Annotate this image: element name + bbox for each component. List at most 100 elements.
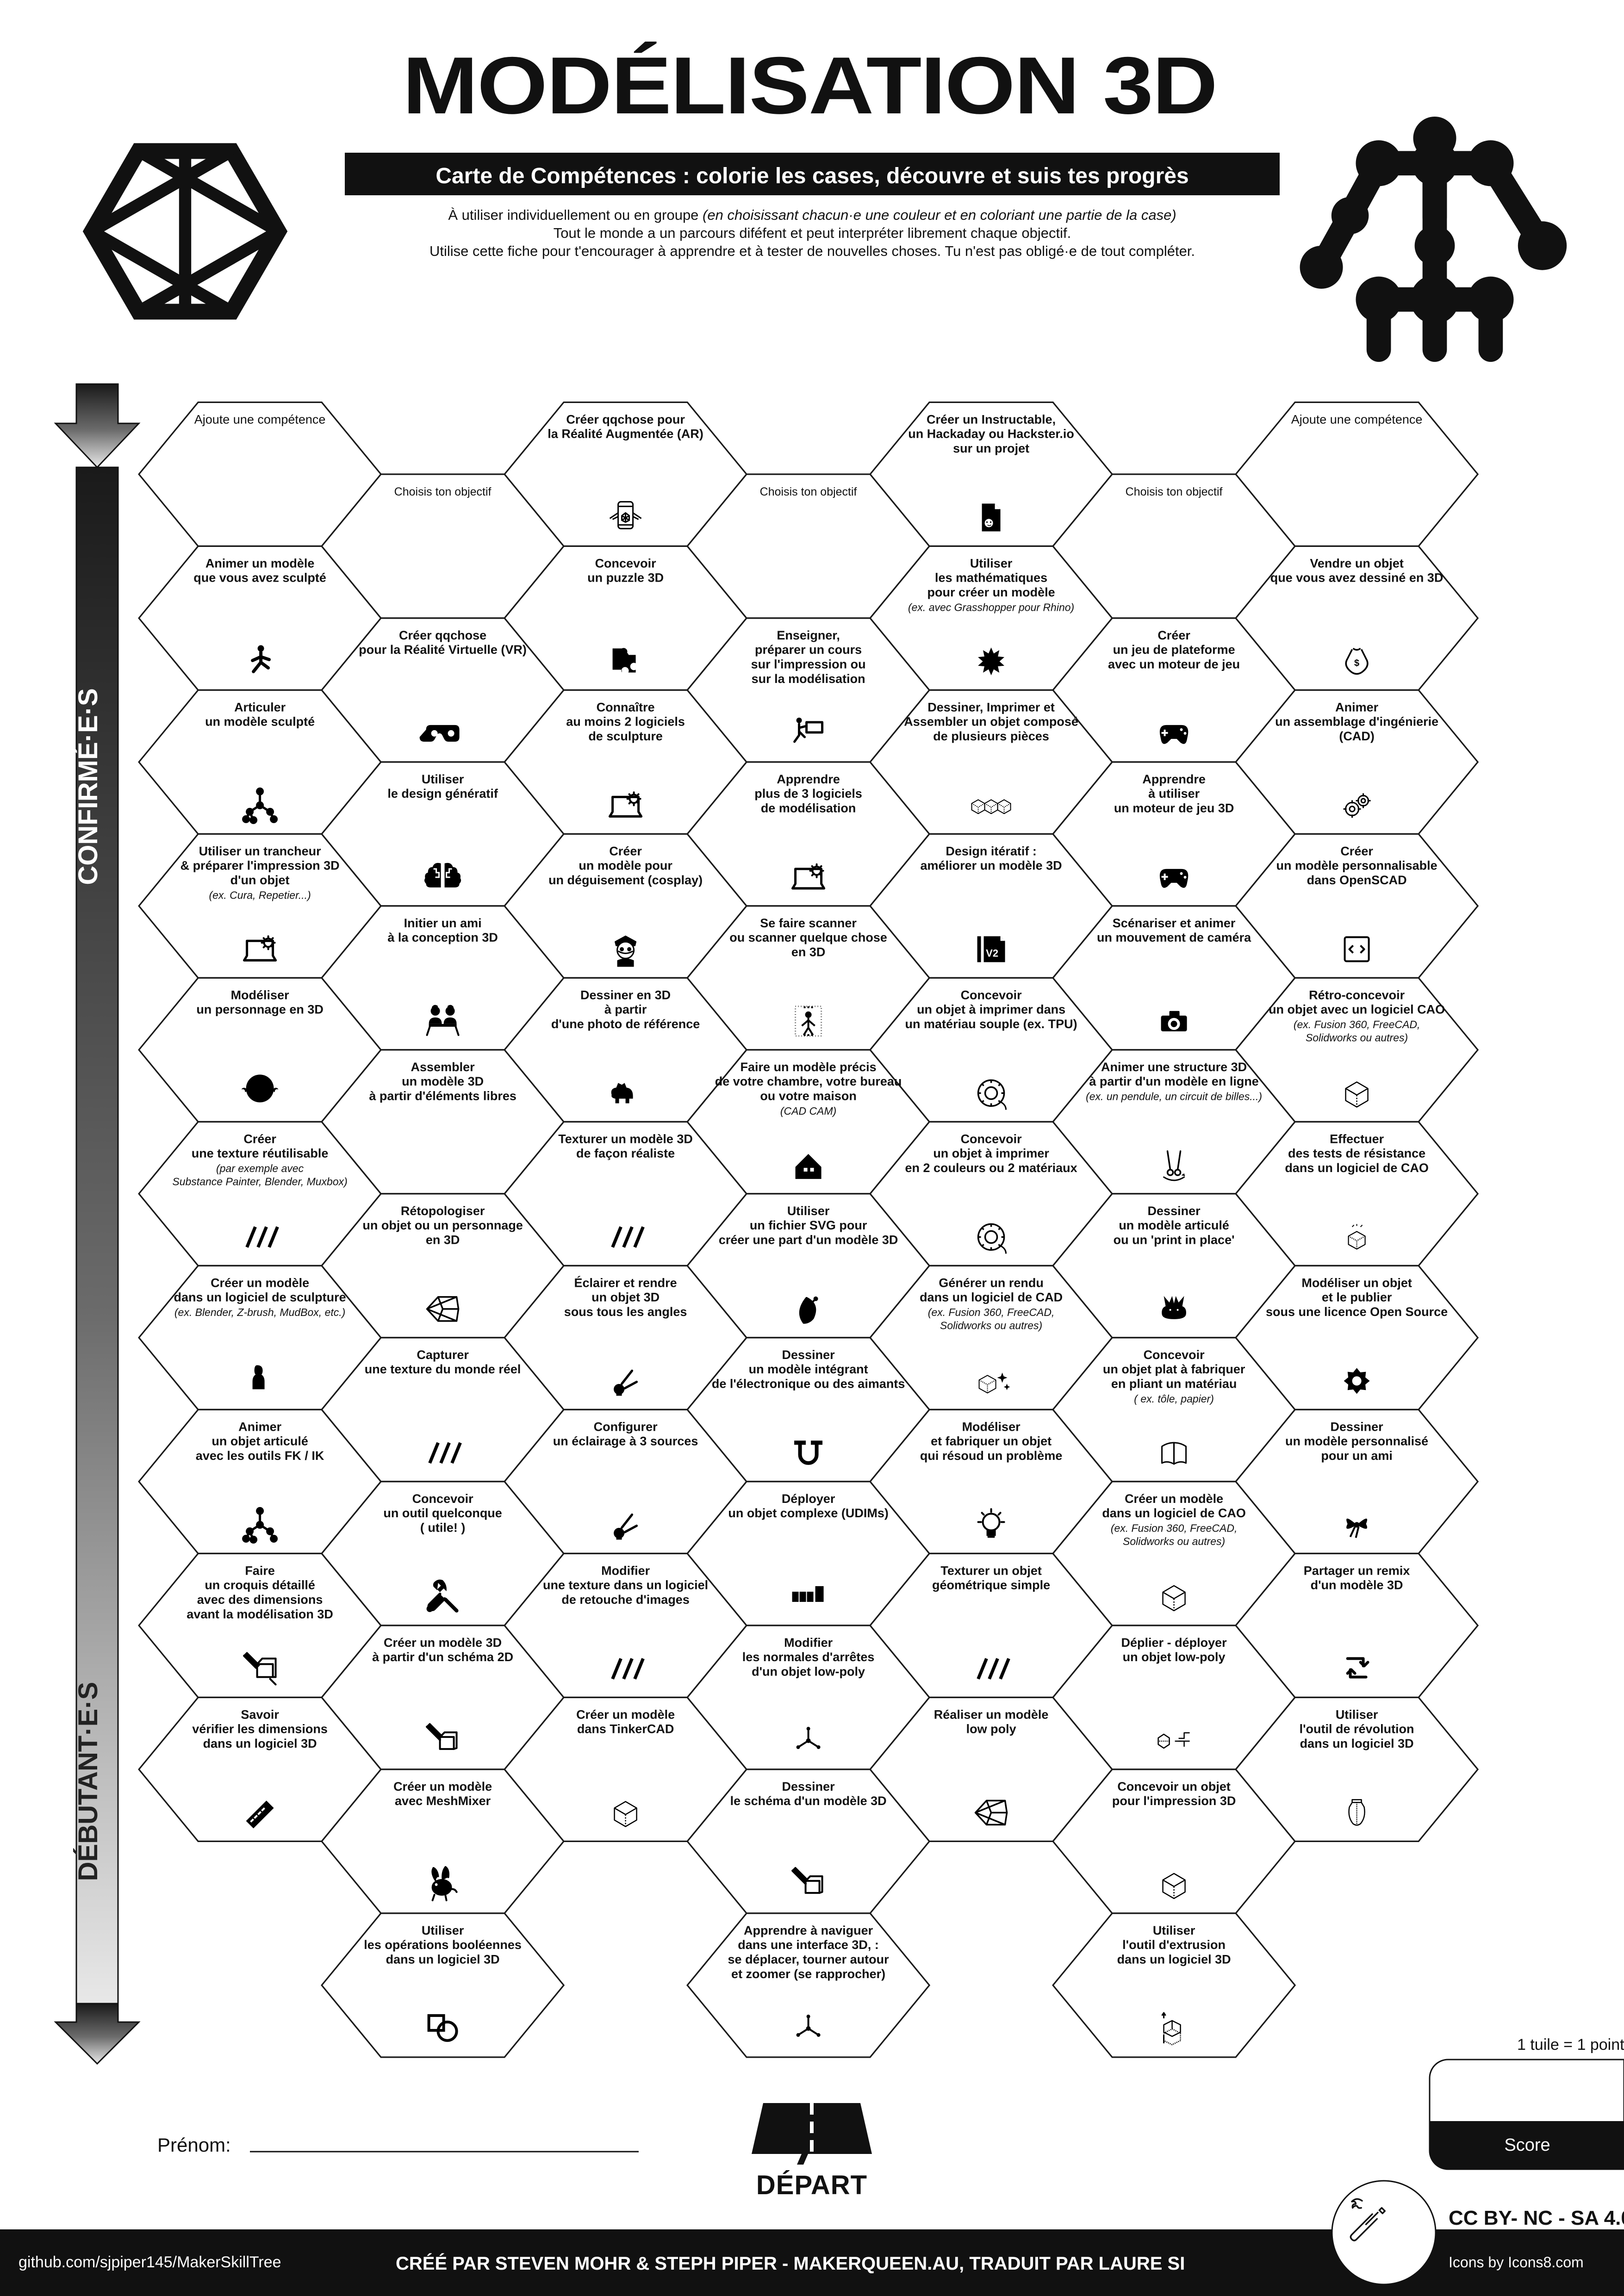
- svg-text:Rétopologiser: Rétopologiser: [401, 1204, 485, 1218]
- svg-text:Scénariser et animer: Scénariser et animer: [1113, 916, 1236, 930]
- svg-text:avec des dimensions: avec des dimensions: [197, 1593, 323, 1607]
- svg-text:à partir d'un modèle en ligne: à partir d'un modèle en ligne: [1089, 1074, 1258, 1088]
- svg-text:dans un logiciel 3D: dans un logiciel 3D: [386, 1953, 500, 1967]
- svg-text:Partager un remix: Partager un remix: [1304, 1564, 1410, 1577]
- svg-text:Assembler: Assembler: [411, 1060, 475, 1074]
- svg-text:dans TinkerCAD: dans TinkerCAD: [577, 1722, 674, 1736]
- svg-text:et zoomer (se rapprocher): et zoomer (se rapprocher): [731, 1967, 885, 1981]
- svg-text:(ex. avec Grasshopper pour Rhi: (ex. avec Grasshopper pour Rhino): [908, 601, 1074, 613]
- svg-text:sur la modélisation: sur la modélisation: [752, 672, 865, 686]
- svg-text:un objet ou un personnage: un objet ou un personnage: [362, 1218, 523, 1232]
- svg-text:Dessiner en 3D: Dessiner en 3D: [580, 988, 671, 1002]
- svg-text:Dessiner, Imprimer et: Dessiner, Imprimer et: [927, 700, 1055, 714]
- svg-text:à utiliser: à utiliser: [1148, 787, 1200, 800]
- svg-text:Choisis ton objectif: Choisis ton objectif: [1126, 485, 1223, 498]
- svg-text:CONFIRMÉ·E·S: CONFIRMÉ·E·S: [73, 688, 103, 885]
- svg-text:un modèle personnalisé: un modèle personnalisé: [1285, 1434, 1428, 1448]
- svg-text:les normales d'arrêtes: les normales d'arrêtes: [742, 1650, 875, 1664]
- svg-text:un modèle intégrant: un modèle intégrant: [749, 1362, 868, 1376]
- svg-text:avec un moteur de jeu: avec un moteur de jeu: [1108, 658, 1240, 671]
- svg-text:& préparer l'impression 3D: & préparer l'impression 3D: [180, 859, 340, 873]
- svg-text:de modélisation: de modélisation: [761, 801, 856, 815]
- svg-text:en 3D: en 3D: [791, 945, 826, 959]
- svg-text:une texture du monde réel: une texture du monde réel: [365, 1362, 521, 1376]
- svg-text:Générer un rendu: Générer un rendu: [939, 1276, 1044, 1290]
- svg-text:Créer un modèle: Créer un modèle: [211, 1276, 309, 1290]
- svg-text:vérifier les dimensions: vérifier les dimensions: [192, 1722, 328, 1736]
- svg-text:un éclairage à 3 sources: un éclairage à 3 sources: [553, 1434, 698, 1448]
- svg-text:Utiliser: Utiliser: [787, 1204, 830, 1218]
- svg-text:Créer: Créer: [1157, 628, 1190, 642]
- svg-text:Capturer: Capturer: [417, 1348, 469, 1362]
- svg-text:un modèle 3D: un modèle 3D: [402, 1074, 484, 1088]
- svg-text:un puzzle 3D: un puzzle 3D: [587, 571, 664, 585]
- svg-text:Utiliser: Utiliser: [422, 772, 464, 786]
- svg-text:des tests de résistance: des tests de résistance: [1288, 1147, 1425, 1160]
- svg-text:dans un logiciel de CAO: dans un logiciel de CAO: [1102, 1506, 1246, 1520]
- svg-text:Enseigner,: Enseigner,: [777, 628, 840, 642]
- svg-text:Carte de Compétences : colorie: Carte de Compétences : colorie les cases…: [436, 164, 1188, 188]
- svg-text:Animer: Animer: [1335, 700, 1379, 714]
- svg-text:un objet 3D: un objet 3D: [591, 1291, 660, 1304]
- svg-text:un objet complexe (UDIMs): un objet complexe (UDIMs): [728, 1506, 889, 1520]
- svg-text:que vous avez sculpté: que vous avez sculpté: [193, 571, 326, 585]
- svg-text:préparer un cours: préparer un cours: [755, 643, 862, 657]
- svg-text:(ex. Fusion 360, FreeCAD,: (ex. Fusion 360, FreeCAD,: [1111, 1522, 1238, 1534]
- svg-text:Créer un Instructable,: Créer un Instructable,: [927, 412, 1056, 426]
- svg-text:pour l'impression 3D: pour l'impression 3D: [1112, 1794, 1236, 1808]
- svg-text:Tout le monde a un parcours di: Tout le monde a un parcours diféfent et …: [554, 225, 1071, 241]
- svg-text:1 tuile = 1 point: 1 tuile = 1 point: [1517, 2036, 1624, 2054]
- svg-text:Créer un modèle 3D: Créer un modèle 3D: [384, 1636, 502, 1650]
- svg-text:(ex. Blender, Z-brush, MudBox,: (ex. Blender, Z-brush, MudBox, etc.): [174, 1306, 345, 1318]
- svg-text:un modèle personnalisable: un modèle personnalisable: [1276, 859, 1437, 873]
- svg-text:un matériau souple (ex. TPU): un matériau souple (ex. TPU): [905, 1017, 1077, 1031]
- svg-text:Solidworks ou autres): Solidworks ou autres): [1123, 1535, 1225, 1547]
- svg-text:un modèle articulé: un modèle articulé: [1119, 1218, 1229, 1232]
- svg-text:Concevoir un objet: Concevoir un objet: [1117, 1780, 1231, 1793]
- svg-text:sous une licence Open Source: sous une licence Open Source: [1266, 1305, 1448, 1319]
- svg-text:CRÉÉ PAR STEVEN MOHR & STEPH P: CRÉÉ PAR STEVEN MOHR & STEPH PIPER - MAK…: [396, 2253, 1185, 2274]
- svg-text:Dessiner: Dessiner: [782, 1780, 835, 1793]
- svg-text:Solidworks ou autres): Solidworks ou autres): [940, 1319, 1042, 1331]
- svg-text:à la conception 3D: à la conception 3D: [387, 931, 498, 944]
- svg-text:un objet à imprimer: un objet à imprimer: [933, 1147, 1049, 1160]
- svg-text:Assembler un objet composé: Assembler un objet composé: [904, 715, 1078, 729]
- svg-text:Articuler: Articuler: [234, 700, 286, 714]
- svg-text:Score: Score: [1504, 2135, 1550, 2155]
- svg-text:Animer une structure 3D: Animer une structure 3D: [1101, 1060, 1247, 1074]
- svg-text:en 2 couleurs ou 2 matériaux: en 2 couleurs ou 2 matériaux: [905, 1161, 1077, 1175]
- svg-text:Utilise cette fiche pour t'enc: Utilise cette fiche pour t'encourager à …: [429, 243, 1195, 259]
- svg-text:Utiliser: Utiliser: [1336, 1707, 1378, 1721]
- svg-text:d'un modèle 3D: d'un modèle 3D: [1311, 1578, 1403, 1592]
- svg-text:un jeu de plateforme: un jeu de plateforme: [1113, 643, 1235, 657]
- svg-text:un objet à imprimer dans: un objet à imprimer dans: [917, 1003, 1065, 1017]
- svg-text:Créer un modèle: Créer un modèle: [393, 1780, 492, 1793]
- svg-text:dans OpenSCAD: dans OpenSCAD: [1307, 873, 1407, 887]
- svg-text:Ajoute une compétence: Ajoute une compétence: [1291, 412, 1423, 426]
- svg-text:Animer un modèle: Animer un modèle: [205, 556, 315, 570]
- svg-text:et fabriquer un objet: et fabriquer un objet: [931, 1434, 1052, 1448]
- svg-text:V2: V2: [986, 947, 998, 959]
- svg-text:la Réalité Augmentée (AR): la Réalité Augmentée (AR): [548, 427, 703, 441]
- svg-text:github.com/sjpiper145/MakerSki: github.com/sjpiper145/MakerSkillTree: [19, 2253, 281, 2271]
- svg-text:une texture réutilisable: une texture réutilisable: [192, 1147, 329, 1160]
- svg-text:pour créer un modèle: pour créer un modèle: [927, 585, 1055, 599]
- svg-text:Icons by Icons8.com: Icons by Icons8.com: [1449, 2254, 1584, 2271]
- svg-text:dans un logiciel de sculpture: dans un logiciel de sculpture: [174, 1291, 346, 1304]
- svg-text:$: $: [1354, 658, 1359, 668]
- svg-text:Créer: Créer: [1340, 844, 1373, 858]
- svg-text:un modèle sculpté: un modèle sculpté: [205, 715, 315, 729]
- svg-text:qui résoud un problème: qui résoud un problème: [920, 1449, 1063, 1463]
- svg-text:de plusieurs pièces: de plusieurs pièces: [933, 729, 1049, 743]
- svg-text:Animer: Animer: [238, 1420, 282, 1433]
- svg-text:Modéliser: Modéliser: [231, 988, 290, 1002]
- svg-text:à partir d'un schéma 2D: à partir d'un schéma 2D: [372, 1650, 513, 1664]
- svg-text:et le publier: et le publier: [1322, 1291, 1392, 1304]
- svg-text:Concevoir: Concevoir: [1144, 1348, 1205, 1362]
- svg-text:Déplier - déployer: Déplier - déployer: [1121, 1636, 1227, 1650]
- svg-text:Configurer: Configurer: [594, 1420, 658, 1433]
- svg-text:pour un ami: pour un ami: [1321, 1449, 1393, 1463]
- svg-text:Utiliser: Utiliser: [1153, 1924, 1195, 1937]
- svg-text:Prénom:: Prénom:: [157, 2134, 231, 2156]
- svg-text:MODÉLISATION 3D: MODÉLISATION 3D: [403, 41, 1217, 131]
